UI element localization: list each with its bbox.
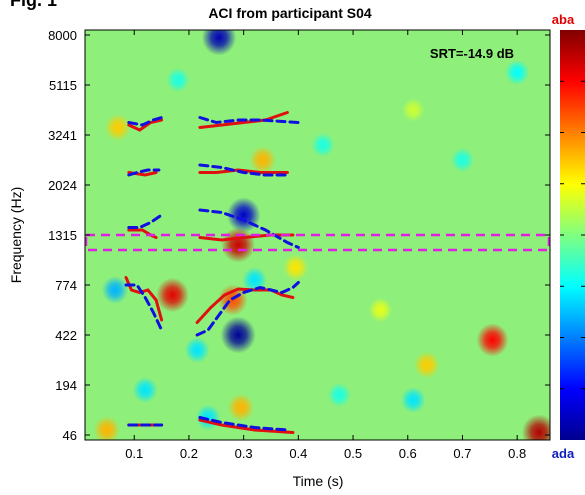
x-tick-label: 0.5 <box>344 446 362 461</box>
formant-line-aba <box>124 276 164 322</box>
heatmap-blob <box>221 227 255 263</box>
x-tick-label: 0.6 <box>399 446 417 461</box>
heatmap-blob <box>450 147 475 173</box>
srt-annotation: SRT=-14.9 dB <box>430 46 514 61</box>
formant-line-ada <box>127 213 164 229</box>
colorbar <box>560 30 585 440</box>
heatmap-blob <box>220 316 256 354</box>
heatmap-blob <box>505 59 530 86</box>
y-tick-label: 3241 <box>48 128 77 143</box>
formant-line-aba <box>127 118 164 132</box>
formant-line-ada <box>198 116 300 125</box>
formant-line-aba <box>198 418 295 434</box>
formant-line-ada <box>124 283 164 332</box>
y-tick-label: 2024 <box>48 178 77 193</box>
heatmap-blob <box>156 277 189 313</box>
heatmap-blob <box>400 386 426 414</box>
formant-line-aba <box>195 287 295 324</box>
heatmap-blob <box>521 414 550 440</box>
heatmap-blob <box>327 382 351 408</box>
formant-line-aba <box>198 111 289 129</box>
heatmap-blob <box>414 351 440 379</box>
y-tick-label: 1315 <box>48 228 77 243</box>
heatmap-blob <box>184 336 210 364</box>
highlight-band <box>84 233 551 252</box>
figure-label: Fig. 1 <box>10 0 58 10</box>
x-tick-label: 0.2 <box>180 446 198 461</box>
chart-title: ACI from participant S04 <box>208 5 372 21</box>
heatmap-blob <box>132 376 158 404</box>
y-axis-label: Frequency (Hz) <box>8 187 24 283</box>
formant-line-ada <box>195 281 300 337</box>
x-tick-label: 0.8 <box>508 446 526 461</box>
x-tick-label: 0.7 <box>453 446 471 461</box>
colorbar-bottom-label: ada <box>552 446 575 461</box>
x-tick-label: 0.4 <box>289 446 307 461</box>
heatmap-blob <box>101 276 129 304</box>
heatmap-blob <box>227 393 255 422</box>
formant-line-aba <box>198 233 295 242</box>
formant-line-ada <box>198 163 289 177</box>
formant-line-ada <box>198 208 300 249</box>
heatmap-blob <box>368 297 393 323</box>
heatmap-blob <box>105 114 131 141</box>
x-axis-label: Time (s) <box>293 473 344 489</box>
y-tick-label: 5115 <box>49 78 77 93</box>
heatmap-blob <box>283 254 309 281</box>
formant-line-ada <box>127 168 161 177</box>
y-tick-label: 422 <box>55 328 77 343</box>
heatmap-blob <box>476 323 509 357</box>
colorbar-top-label: aba <box>552 12 575 27</box>
y-tick-label: 194 <box>55 378 77 393</box>
heatmap-blob <box>249 146 276 174</box>
y-tick-label: 46 <box>63 428 77 443</box>
heatmap-blob <box>166 67 190 93</box>
formant-line-ada <box>127 116 164 127</box>
formant-line-ada <box>198 416 289 432</box>
y-tick-label: 774 <box>55 278 77 293</box>
heatmap-blob <box>93 416 121 440</box>
x-tick-label: 0.3 <box>235 446 253 461</box>
x-tick-label: 0.1 <box>125 446 143 461</box>
heatmap-blob <box>201 30 237 56</box>
heatmap-blob <box>402 98 425 122</box>
y-tick-label: 8000 <box>48 28 77 43</box>
heatmap-blob <box>311 132 335 158</box>
